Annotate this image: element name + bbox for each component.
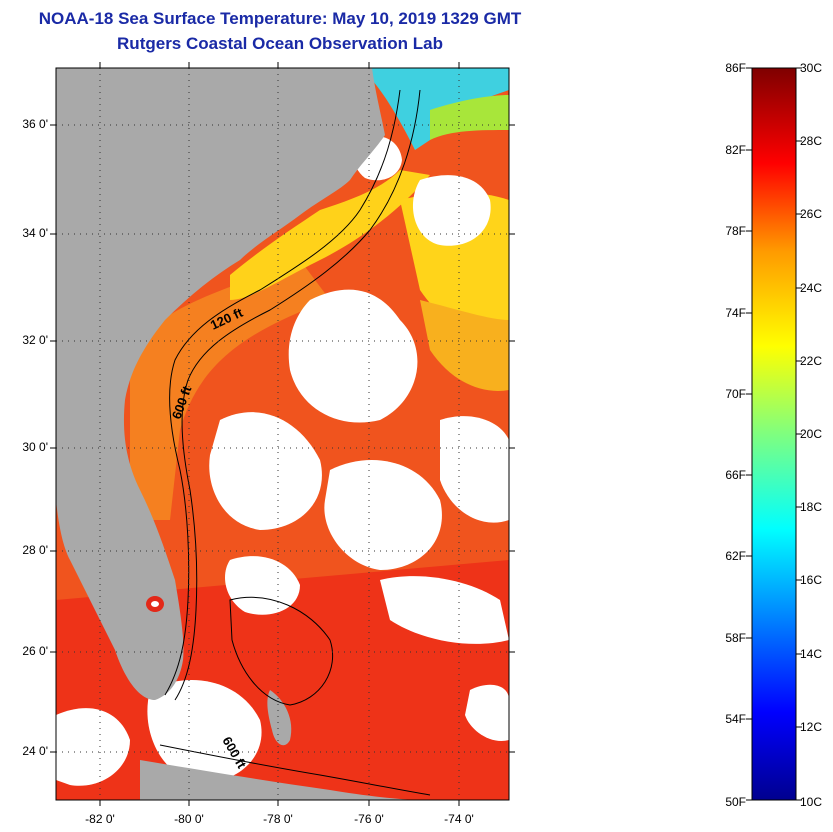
cuba-landmass	[140, 760, 420, 800]
cb-c-12: 12C	[800, 720, 823, 734]
lat-label-24: 24 0'	[22, 744, 48, 758]
cb-f-50: 50F	[725, 795, 746, 809]
map-frame	[55, 67, 510, 801]
contour-120ft	[164, 89, 401, 696]
cool-coastal-water	[230, 170, 430, 300]
us-landmass	[56, 68, 385, 700]
colorbar-ticks	[746, 67, 802, 801]
cb-f-58: 58F	[725, 631, 746, 645]
shelf-water-region	[130, 260, 330, 520]
yellow-patch	[420, 300, 509, 391]
lon-label-76: -76 0'	[354, 812, 384, 826]
cloud-mask	[56, 136, 509, 786]
cb-c-24: 24C	[800, 281, 823, 295]
lat-label-30: 30 0'	[22, 440, 48, 454]
lat-label-36: 36 0'	[22, 117, 48, 131]
contour-600ft	[174, 89, 421, 701]
cb-c-22: 22C	[800, 354, 823, 368]
cb-f-66: 66F	[725, 468, 746, 482]
map-title: NOAA-18 Sea Surface Temperature: May 10,…	[38, 9, 522, 28]
cb-c-26: 26C	[800, 207, 823, 221]
lon-label-74: -74 0'	[444, 812, 474, 826]
lon-label-78: -78 0'	[263, 812, 293, 826]
cb-f-82: 82F	[725, 143, 746, 157]
cb-f-86: 86F	[725, 61, 746, 75]
axis-ticks	[50, 62, 515, 806]
cool-green-water	[430, 95, 509, 140]
bahamas-island	[267, 690, 292, 746]
lon-label-82: -82 0'	[85, 812, 115, 826]
cb-f-62: 62F	[725, 549, 746, 563]
cb-c-10: 10C	[800, 795, 823, 809]
cb-f-70: 70F	[725, 387, 746, 401]
colorbar	[751, 67, 797, 801]
cb-c-28: 28C	[800, 134, 823, 148]
cb-c-18: 18C	[800, 500, 823, 514]
map-subtitle: Rutgers Coastal Ocean Observation Lab	[117, 34, 443, 53]
contour-cuba	[159, 744, 431, 796]
cb-f-74: 74F	[725, 306, 746, 320]
lon-label-80: -80 0'	[174, 812, 204, 826]
lat-label-32: 32 0'	[22, 333, 48, 347]
cb-f-78: 78F	[725, 224, 746, 238]
lat-label-28: 28 0'	[22, 543, 48, 557]
contour-bahamas	[229, 596, 334, 706]
lake-okeechobee-center	[151, 601, 159, 607]
cb-c-14: 14C	[800, 647, 823, 661]
graticule	[56, 68, 509, 800]
lat-label-34: 34 0'	[22, 226, 48, 240]
cb-f-54: 54F	[725, 712, 746, 726]
cb-c-30: 30C	[800, 61, 823, 75]
cb-c-16: 16C	[800, 573, 823, 587]
cb-c-20: 20C	[800, 427, 823, 441]
lat-label-26: 26 0'	[22, 644, 48, 658]
